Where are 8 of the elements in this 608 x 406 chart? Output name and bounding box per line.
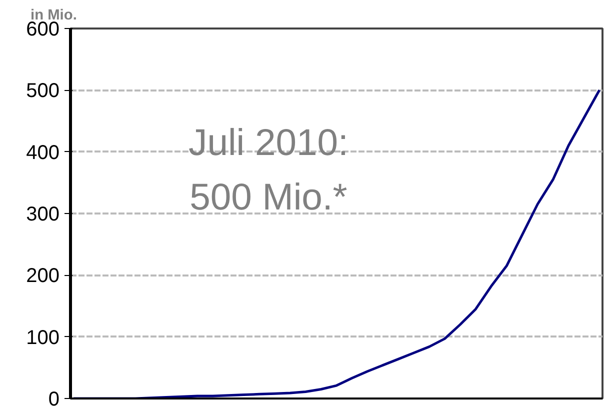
y-tick-label: 400: [26, 142, 60, 164]
y-tick-label: 0: [48, 388, 60, 406]
annotation: Juli 2010: 500 Mio.*: [188, 120, 348, 218]
y-tick-label: 300: [26, 204, 60, 226]
y-tick-label: 100: [26, 326, 60, 349]
y-tick-label: 600: [26, 18, 60, 40]
y-tick-label: 200: [26, 265, 60, 288]
y-tick-label: 500: [26, 80, 60, 102]
